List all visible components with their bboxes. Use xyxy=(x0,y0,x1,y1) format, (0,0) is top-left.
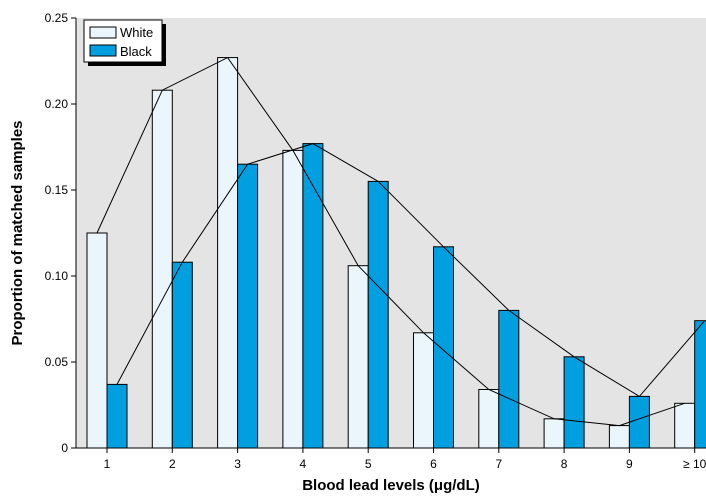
bar-black-5 xyxy=(367,180,389,449)
bar-white-7 xyxy=(478,389,500,449)
bar-white-1 xyxy=(86,232,108,449)
y-tick-label: 0.15 xyxy=(45,183,69,197)
x-axis-title: Blood lead levels (μg/dL) xyxy=(302,477,480,494)
bar-white-10 xyxy=(674,402,696,449)
bar-black-9 xyxy=(628,395,650,449)
bar-black-10 xyxy=(694,320,706,449)
legend-swatch-white xyxy=(89,26,117,39)
x-tick-label: 7 xyxy=(495,457,502,471)
x-tick-label: 2 xyxy=(169,457,176,471)
bar-black-2 xyxy=(171,261,193,449)
bar-white-2 xyxy=(151,89,173,449)
bar-black-4 xyxy=(302,143,324,449)
y-tick-label: 0.25 xyxy=(45,11,69,25)
legend-swatch-black xyxy=(89,44,117,57)
bar-white-8 xyxy=(543,418,565,449)
x-ticks-group: 1 2 3 4 5 6 7 8 9 ≥ 10 xyxy=(104,448,706,471)
y-ticks-group: 0 0.05 0.10 0.15 0.20 0.25 xyxy=(45,11,76,455)
x-tick-label: 8 xyxy=(561,457,568,471)
bar-white-3 xyxy=(217,57,239,449)
y-tick-label: 0 xyxy=(61,441,68,455)
line-white xyxy=(96,56,685,427)
bar-black-1 xyxy=(106,383,128,449)
x-tick-label: ≥ 10 xyxy=(683,457,706,471)
bar-black-3 xyxy=(237,163,259,449)
bar-white-6 xyxy=(413,332,434,449)
bar-black-7 xyxy=(498,309,520,449)
bar-black-6 xyxy=(433,246,454,449)
bar-white-5 xyxy=(347,265,369,449)
x-tick-label: 6 xyxy=(430,457,437,471)
series-lines-group xyxy=(96,56,706,427)
y-axis-title: Proportion of matched samples xyxy=(9,120,26,345)
x-tick-label: 5 xyxy=(365,457,372,471)
axes-group xyxy=(75,18,706,449)
legend: White Black xyxy=(83,19,166,66)
x-tick-label: 3 xyxy=(234,457,241,471)
bar-white-4 xyxy=(282,149,304,449)
y-tick-label: 0.10 xyxy=(45,269,69,283)
legend-label-white: White xyxy=(120,25,153,40)
x-tick-label: 4 xyxy=(300,457,307,471)
bars-group xyxy=(86,57,706,449)
bar-white-9 xyxy=(608,425,630,449)
x-tick-label: 9 xyxy=(626,457,633,471)
legend-label-black: Black xyxy=(120,44,152,59)
y-tick-label: 0.20 xyxy=(45,97,69,111)
line-black xyxy=(116,143,706,398)
x-tick-label: 1 xyxy=(104,457,111,471)
bar-black-8 xyxy=(563,356,585,449)
y-tick-label: 0.05 xyxy=(45,355,69,369)
